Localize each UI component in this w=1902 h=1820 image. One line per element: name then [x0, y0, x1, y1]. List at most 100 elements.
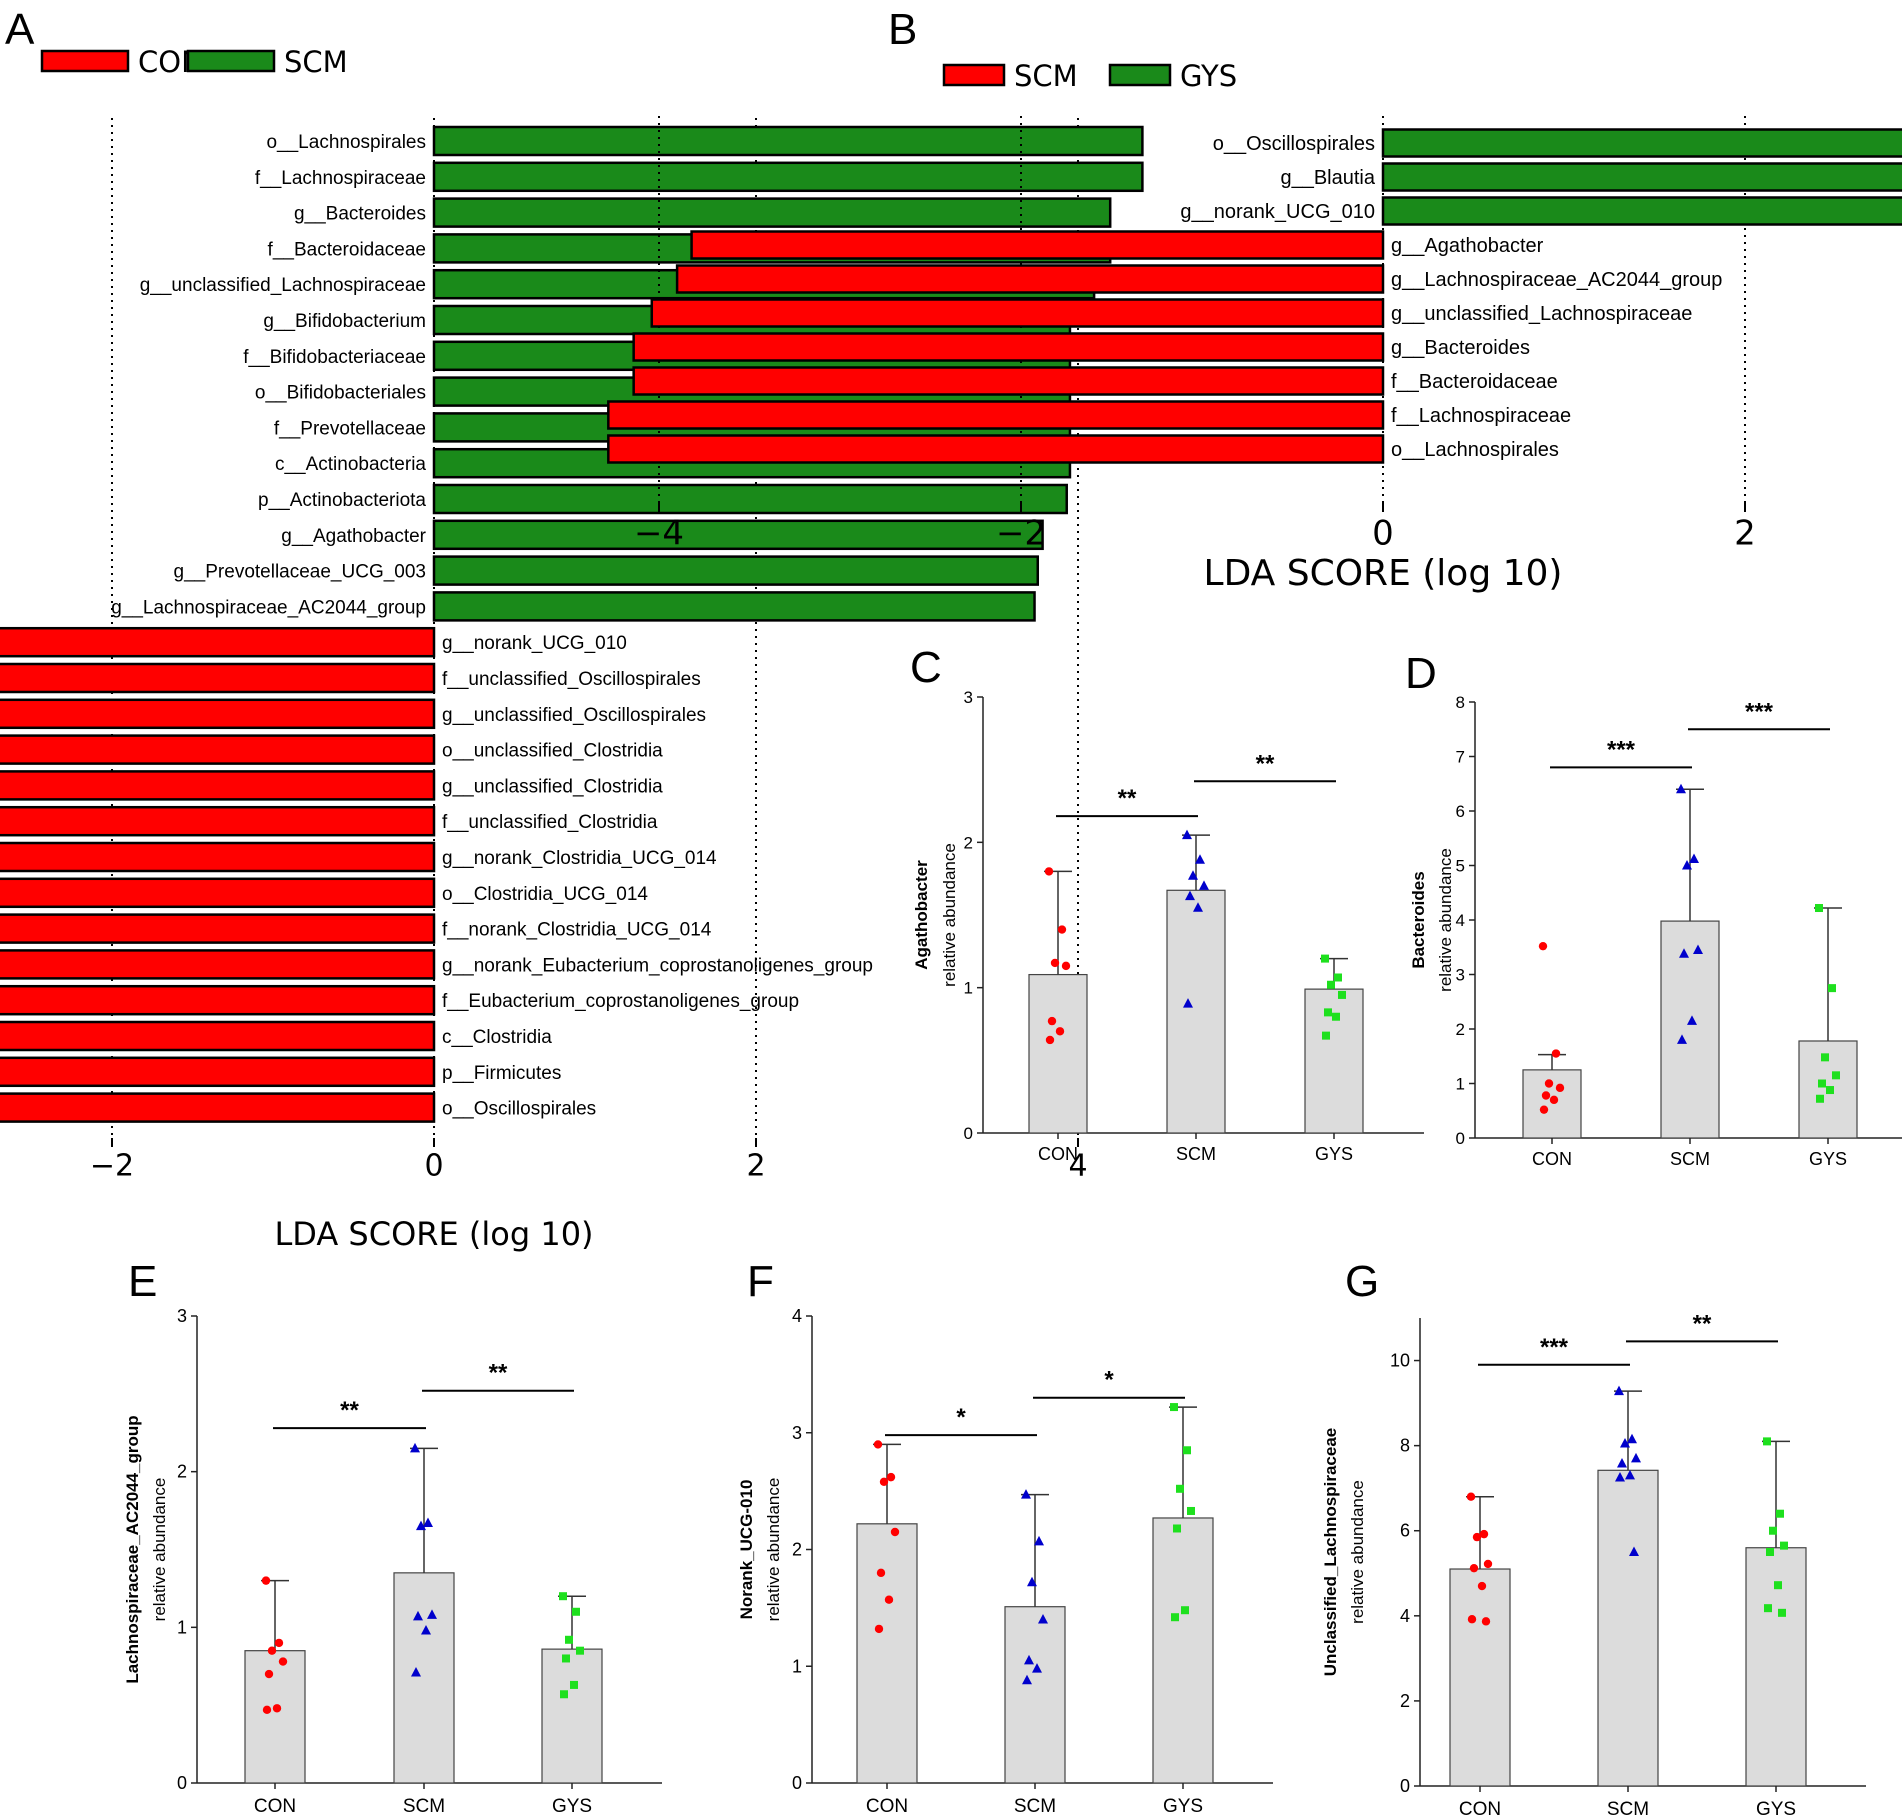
data-point — [1176, 1484, 1184, 1493]
data-point — [278, 1657, 288, 1666]
x-category-label: SCM — [1014, 1796, 1056, 1817]
legend-swatch-con — [40, 49, 130, 73]
lda-bar-label: o__Lachnospirales — [1391, 439, 1559, 461]
x-category-label: GYS — [1315, 1144, 1353, 1164]
data-point — [1776, 1509, 1784, 1518]
data-point — [1334, 973, 1342, 982]
data-point — [1324, 1008, 1332, 1017]
scatter-chart-g: 0 2 4 6 8 10 Unclassified_Lachnospiraceae relat… — [1321, 1310, 1866, 1820]
lda-bar — [607, 400, 1385, 430]
lda-bar — [650, 298, 1385, 328]
data-point — [1193, 902, 1203, 912]
data-point — [1627, 1433, 1637, 1444]
x-category-label: CON — [1038, 1144, 1078, 1164]
data-point — [1832, 1071, 1840, 1080]
lda-bar-label: f__Eubacterium_coprostanoligenes_group — [442, 991, 799, 1012]
data-point — [1818, 1079, 1826, 1088]
data-point — [1477, 1581, 1487, 1591]
x-tick-label: −2 — [996, 513, 1046, 553]
data-point — [1050, 958, 1060, 968]
data-point — [1061, 961, 1071, 971]
y-tick-label: 5 — [1456, 857, 1465, 876]
lda-bar — [0, 1020, 436, 1052]
significance-label: ** — [489, 1360, 508, 1387]
mean-bar — [393, 1572, 455, 1784]
data-point — [1631, 1452, 1641, 1463]
legend-label-gys: GYS — [1180, 59, 1237, 93]
data-point — [1188, 870, 1198, 880]
scatter-chart-f: 0 1 2 3 4 Norank_UCG-010 relative abundance CON… — [737, 1306, 1273, 1817]
lda-bar — [1381, 162, 1902, 192]
data-point — [1199, 880, 1209, 890]
data-point — [1032, 1663, 1042, 1673]
data-point — [1614, 1385, 1624, 1396]
lda-bar — [1381, 128, 1902, 158]
lda-bar — [0, 949, 436, 980]
data-point — [890, 1527, 900, 1537]
x-category-label: SCM — [1176, 1144, 1216, 1164]
data-point — [1629, 1546, 1639, 1556]
data-point — [562, 1654, 570, 1663]
lda-bar-label: g__unclassified_Oscillospirales — [442, 705, 706, 726]
data-point — [261, 1576, 271, 1585]
lda-chart-a: CON SCM o__Lachnospirales f__Lachnospiracea… — [0, 45, 1144, 1253]
data-point — [1541, 1091, 1551, 1100]
data-point — [1182, 829, 1192, 840]
data-point — [1555, 1083, 1565, 1093]
x-tick-label: 4 — [1068, 1149, 1087, 1184]
lda-bar — [632, 332, 1385, 362]
y-axis-label: relative abundance — [940, 843, 959, 987]
data-point — [560, 1690, 568, 1699]
data-point — [1538, 941, 1548, 951]
data-point — [1047, 1016, 1057, 1026]
lda-bar-label: f__Prevotellaceae — [274, 418, 426, 439]
data-point — [1677, 1034, 1687, 1044]
lda-bar — [432, 197, 1112, 228]
lda-bar-label: o__Clostridia_UCG_014 — [442, 884, 648, 905]
x-tick-label: −2 — [90, 1149, 134, 1184]
lda-bar-label: o__Oscillospirales — [1213, 133, 1375, 155]
y-tick-label: 6 — [1400, 1521, 1410, 1541]
data-point — [1038, 1614, 1048, 1624]
scatter-chart-e: 0 1 2 3 Lachnospiraceae_AC2044_group relative… — [123, 1306, 662, 1817]
y-tick-label: 3 — [1456, 966, 1465, 985]
scatter-chart-d: 0 1 2 3 4 5 6 7 8 Bacteroides relative abundance CO… — [1409, 693, 1902, 1169]
data-point — [1024, 1654, 1034, 1665]
lda-bar-label: c__Clostridia — [442, 1027, 552, 1048]
data-point — [1338, 990, 1346, 999]
lda-bar — [432, 591, 1036, 622]
lda-bar-label: g__Bacteroides — [294, 204, 426, 225]
panel-label-d: D — [1405, 649, 1437, 698]
data-point — [262, 1705, 272, 1715]
data-point — [1625, 1469, 1635, 1480]
lda-bar — [0, 734, 436, 765]
data-point — [1044, 867, 1054, 876]
y-tick-label: 8 — [1400, 1436, 1410, 1456]
x-category-label: GYS — [1163, 1796, 1203, 1817]
lda-bar-label: g__Agathobacter — [281, 526, 426, 547]
lda-bar — [0, 770, 436, 801]
lda-bar — [432, 161, 1144, 193]
mean-bar — [541, 1648, 603, 1784]
x-category-label: GYS — [552, 1796, 592, 1817]
lda-bar-label: o__Oscillospirales — [442, 1099, 596, 1120]
y-tick-label: 4 — [1400, 1606, 1410, 1626]
mean-bar — [1304, 988, 1364, 1134]
lda-bar-label: f__Lachnospiraceae — [1391, 405, 1571, 427]
data-point — [1778, 1608, 1786, 1617]
data-point — [1183, 1446, 1191, 1455]
data-point — [1617, 1458, 1627, 1468]
data-point — [1195, 854, 1205, 864]
data-point — [1816, 1094, 1824, 1103]
data-point — [1479, 1529, 1489, 1539]
y-tick-label: 2 — [177, 1462, 187, 1482]
data-point — [1185, 890, 1195, 901]
y-tick-label: 2 — [792, 1540, 802, 1560]
data-point — [1826, 1086, 1834, 1095]
data-point — [1551, 1049, 1561, 1058]
data-point — [1466, 1492, 1476, 1501]
y-axis-label-bold: Unclassified_Lachnospiraceae — [1321, 1428, 1340, 1677]
x-axis-label: LDA SCORE (log 10) — [1204, 553, 1563, 594]
lda-bar-label: o__Bifidobacteriales — [255, 383, 426, 404]
